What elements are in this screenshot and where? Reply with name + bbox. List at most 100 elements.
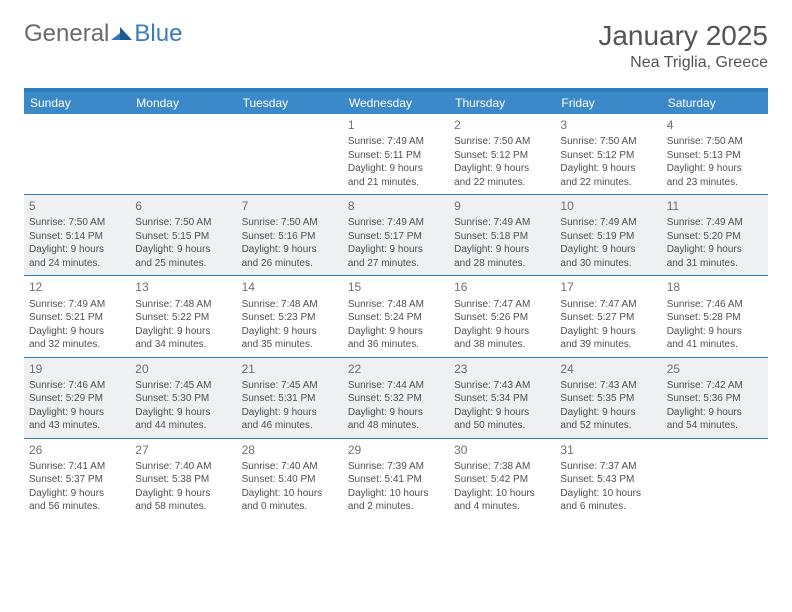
daylight-text: and 32 minutes. (29, 338, 125, 352)
sunrise-text: Sunrise: 7:40 AM (135, 460, 231, 474)
calendar-day-cell (237, 114, 343, 195)
day-number: 28 (242, 442, 338, 458)
sunset-text: Sunset: 5:37 PM (29, 473, 125, 487)
sunset-text: Sunset: 5:42 PM (454, 473, 550, 487)
day-number: 6 (135, 198, 231, 214)
sunrise-text: Sunrise: 7:49 AM (348, 216, 444, 230)
sunset-text: Sunset: 5:28 PM (667, 311, 763, 325)
daylight-text: and 30 minutes. (560, 257, 656, 271)
sunset-text: Sunset: 5:38 PM (135, 473, 231, 487)
daylight-text: Daylight: 9 hours (242, 243, 338, 257)
sunset-text: Sunset: 5:13 PM (667, 149, 763, 163)
daylight-text: and 0 minutes. (242, 500, 338, 514)
day-number: 25 (667, 361, 763, 377)
daylight-text: Daylight: 10 hours (454, 487, 550, 501)
sunrise-text: Sunrise: 7:50 AM (560, 135, 656, 149)
daylight-text: Daylight: 9 hours (135, 487, 231, 501)
sunrise-text: Sunrise: 7:49 AM (348, 135, 444, 149)
daylight-text: and 43 minutes. (29, 419, 125, 433)
day-number: 1 (348, 117, 444, 133)
daylight-text: and 31 minutes. (667, 257, 763, 271)
daylight-text: and 48 minutes. (348, 419, 444, 433)
sunset-text: Sunset: 5:32 PM (348, 392, 444, 406)
daylight-text: and 2 minutes. (348, 500, 444, 514)
daylight-text: and 6 minutes. (560, 500, 656, 514)
daylight-text: and 25 minutes. (135, 257, 231, 271)
daylight-text: Daylight: 9 hours (454, 243, 550, 257)
weekday-header: Thursday (449, 92, 555, 114)
calendar-day-cell: 26Sunrise: 7:41 AMSunset: 5:37 PMDayligh… (24, 438, 130, 519)
calendar-day-cell: 29Sunrise: 7:39 AMSunset: 5:41 PMDayligh… (343, 438, 449, 519)
calendar-day-cell: 21Sunrise: 7:45 AMSunset: 5:31 PMDayligh… (237, 357, 343, 438)
sunrise-text: Sunrise: 7:48 AM (135, 298, 231, 312)
daylight-text: Daylight: 9 hours (560, 325, 656, 339)
daylight-text: and 44 minutes. (135, 419, 231, 433)
daylight-text: Daylight: 10 hours (560, 487, 656, 501)
sunrise-text: Sunrise: 7:50 AM (242, 216, 338, 230)
calendar-week-row: 5Sunrise: 7:50 AMSunset: 5:14 PMDaylight… (24, 195, 768, 276)
daylight-text: Daylight: 9 hours (135, 325, 231, 339)
daylight-text: Daylight: 9 hours (348, 243, 444, 257)
sunset-text: Sunset: 5:34 PM (454, 392, 550, 406)
calendar-week-row: 19Sunrise: 7:46 AMSunset: 5:29 PMDayligh… (24, 357, 768, 438)
weekday-header: Saturday (662, 92, 768, 114)
daylight-text: Daylight: 9 hours (29, 243, 125, 257)
daylight-text: Daylight: 9 hours (560, 406, 656, 420)
calendar-day-cell: 6Sunrise: 7:50 AMSunset: 5:15 PMDaylight… (130, 195, 236, 276)
sunset-text: Sunset: 5:18 PM (454, 230, 550, 244)
sunset-text: Sunset: 5:11 PM (348, 149, 444, 163)
day-number: 17 (560, 279, 656, 295)
daylight-text: Daylight: 9 hours (667, 406, 763, 420)
day-number: 20 (135, 361, 231, 377)
weekday-header: Tuesday (237, 92, 343, 114)
day-number: 24 (560, 361, 656, 377)
daylight-text: and 22 minutes. (560, 176, 656, 190)
calendar-day-cell: 13Sunrise: 7:48 AMSunset: 5:22 PMDayligh… (130, 276, 236, 357)
weekday-header: Sunday (24, 92, 130, 114)
sunset-text: Sunset: 5:26 PM (454, 311, 550, 325)
sunset-text: Sunset: 5:29 PM (29, 392, 125, 406)
daylight-text: and 21 minutes. (348, 176, 444, 190)
daylight-text: and 56 minutes. (29, 500, 125, 514)
sunrise-text: Sunrise: 7:39 AM (348, 460, 444, 474)
daylight-text: Daylight: 9 hours (348, 162, 444, 176)
sunrise-text: Sunrise: 7:50 AM (135, 216, 231, 230)
logo-mark-icon (111, 20, 133, 48)
logo-text-part1: General (24, 20, 109, 48)
logo: General Blue (24, 20, 182, 48)
daylight-text: Daylight: 9 hours (560, 162, 656, 176)
daylight-text: Daylight: 9 hours (454, 325, 550, 339)
sunrise-text: Sunrise: 7:43 AM (454, 379, 550, 393)
calendar-day-cell: 18Sunrise: 7:46 AMSunset: 5:28 PMDayligh… (662, 276, 768, 357)
day-number: 29 (348, 442, 444, 458)
day-number: 31 (560, 442, 656, 458)
calendar-day-cell: 15Sunrise: 7:48 AMSunset: 5:24 PMDayligh… (343, 276, 449, 357)
sunrise-text: Sunrise: 7:49 AM (560, 216, 656, 230)
calendar-day-cell: 31Sunrise: 7:37 AMSunset: 5:43 PMDayligh… (555, 438, 661, 519)
daylight-text: and 24 minutes. (29, 257, 125, 271)
sunset-text: Sunset: 5:40 PM (242, 473, 338, 487)
sunset-text: Sunset: 5:12 PM (560, 149, 656, 163)
calendar-day-cell: 30Sunrise: 7:38 AMSunset: 5:42 PMDayligh… (449, 438, 555, 519)
daylight-text: Daylight: 9 hours (454, 406, 550, 420)
daylight-text: and 52 minutes. (560, 419, 656, 433)
sunrise-text: Sunrise: 7:49 AM (667, 216, 763, 230)
sunset-text: Sunset: 5:35 PM (560, 392, 656, 406)
title-block: January 2025 Nea Triglia, Greece (598, 20, 768, 72)
daylight-text: and 23 minutes. (667, 176, 763, 190)
daylight-text: and 26 minutes. (242, 257, 338, 271)
sunrise-text: Sunrise: 7:38 AM (454, 460, 550, 474)
calendar-day-cell: 7Sunrise: 7:50 AMSunset: 5:16 PMDaylight… (237, 195, 343, 276)
daylight-text: and 28 minutes. (454, 257, 550, 271)
daylight-text: Daylight: 9 hours (242, 406, 338, 420)
sunrise-text: Sunrise: 7:42 AM (667, 379, 763, 393)
calendar-day-cell: 22Sunrise: 7:44 AMSunset: 5:32 PMDayligh… (343, 357, 449, 438)
sunset-text: Sunset: 5:16 PM (242, 230, 338, 244)
day-number: 4 (667, 117, 763, 133)
day-number: 11 (667, 198, 763, 214)
daylight-text: and 54 minutes. (667, 419, 763, 433)
calendar-day-cell: 5Sunrise: 7:50 AMSunset: 5:14 PMDaylight… (24, 195, 130, 276)
calendar-day-cell: 12Sunrise: 7:49 AMSunset: 5:21 PMDayligh… (24, 276, 130, 357)
header: General Blue January 2025 Nea Triglia, G… (24, 20, 768, 72)
sunrise-text: Sunrise: 7:47 AM (454, 298, 550, 312)
